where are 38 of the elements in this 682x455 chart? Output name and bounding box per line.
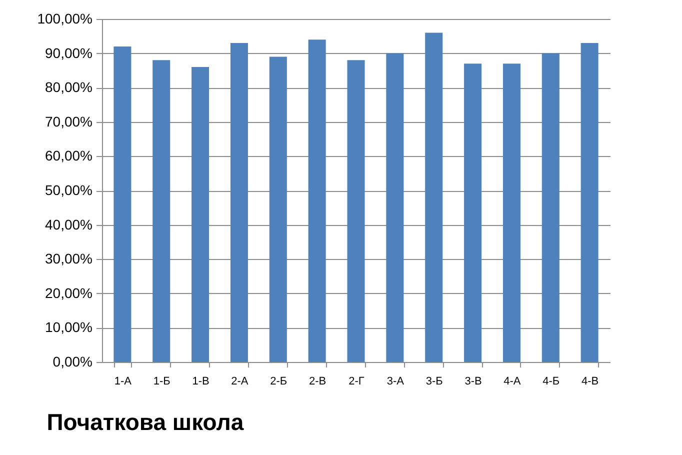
x-tick-label: 2-Г	[348, 376, 364, 388]
y-tick-label: 10,00%	[45, 319, 92, 336]
y-tick-label: 50,00%	[45, 182, 92, 198]
x-tick-label: 2-Б	[270, 376, 288, 388]
x-tick-label: 4-А	[504, 376, 522, 388]
y-tick-label: 60,00%	[45, 148, 92, 164]
x-tick-label: 3-В	[464, 376, 482, 388]
bar	[347, 60, 365, 362]
x-tick-label: 3-Б	[426, 376, 443, 388]
y-tick-label: 80,00%	[45, 79, 92, 96]
bar	[386, 53, 404, 362]
x-tick-label: 4-Б	[542, 376, 560, 388]
x-tick-label: 3-А	[386, 376, 405, 388]
bar	[542, 53, 560, 362]
bar	[502, 64, 520, 362]
bar	[152, 60, 170, 362]
y-tick-label: 30,00%	[45, 250, 92, 267]
bar	[269, 56, 287, 362]
y-tick-label: 40,00%	[45, 216, 92, 232]
y-tick-label: 0,00%	[52, 354, 92, 370]
y-tick-label: 100,00%	[37, 10, 92, 26]
x-tick-label: 1-Б	[153, 376, 170, 388]
bar	[230, 43, 248, 362]
y-tick-label: 90,00%	[45, 44, 92, 61]
x-tick-label: 1-А	[114, 376, 132, 388]
x-tick-label: 4-В	[582, 376, 599, 388]
x-tick-label: 2-В	[309, 376, 326, 388]
bar	[580, 43, 598, 362]
y-tick-label: 20,00%	[45, 284, 92, 301]
bar	[114, 46, 132, 362]
x-tick-label: 2-А	[231, 376, 249, 388]
bar	[192, 67, 210, 362]
text: Початкова школа	[46, 409, 244, 435]
bar	[464, 64, 482, 362]
bar	[308, 40, 326, 362]
x-tick-label: 1-В	[192, 376, 210, 388]
bar	[425, 32, 443, 362]
y-tick-label: 70,00%	[45, 113, 92, 130]
